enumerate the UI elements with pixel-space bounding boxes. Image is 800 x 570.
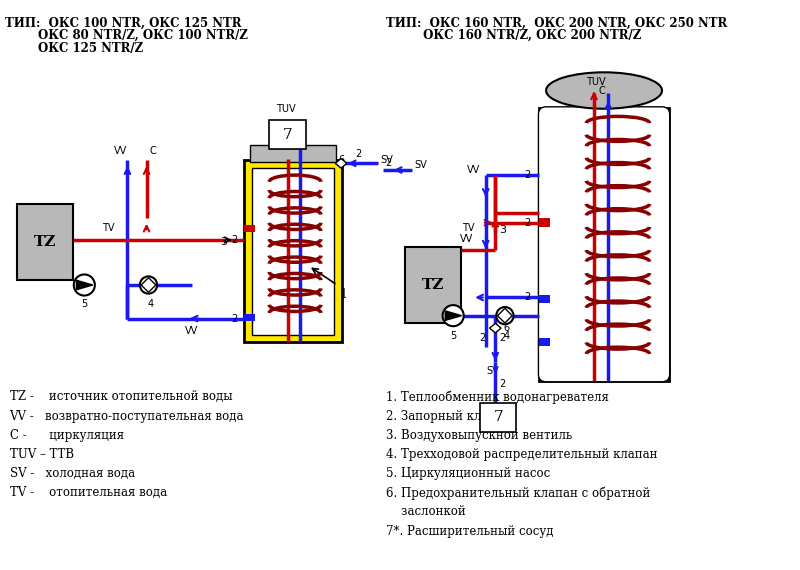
Text: 2: 2	[499, 333, 506, 343]
Text: 4. Трехходовой распределительный клапан: 4. Трехходовой распределительный клапан	[386, 448, 658, 461]
Text: ТИП:  ОКС 160 NTR,  ОКС 200 NTR, ОКС 250 NTR: ТИП: ОКС 160 NTR, ОКС 200 NTR, ОКС 250 N…	[386, 17, 727, 30]
Text: SV: SV	[380, 156, 393, 165]
Circle shape	[442, 305, 464, 326]
Text: 2: 2	[499, 378, 506, 389]
Text: TV: TV	[462, 222, 474, 233]
Bar	[539, 218, 550, 226]
Text: VV: VV	[466, 165, 480, 175]
Text: 2. Запорный клапан: 2. Запорный клапан	[386, 410, 511, 422]
Text: 7*. Расширительный сосуд: 7*. Расширительный сосуд	[386, 524, 554, 538]
Text: 1. Теплообменник водонагревателя: 1. Теплообменник водонагревателя	[386, 390, 609, 404]
Bar	[539, 337, 550, 347]
Text: 5: 5	[450, 331, 456, 341]
Text: 7: 7	[282, 128, 292, 141]
Text: 2: 2	[385, 158, 391, 168]
FancyBboxPatch shape	[270, 120, 306, 149]
Text: VV: VV	[460, 234, 473, 244]
Text: TZ: TZ	[34, 235, 56, 249]
Polygon shape	[490, 323, 501, 333]
Text: TZ -    источник отопительной воды: TZ - источник отопительной воды	[10, 390, 232, 404]
Text: 2: 2	[231, 314, 238, 324]
Text: TUV – ТТВ: TUV – ТТВ	[10, 448, 74, 461]
FancyBboxPatch shape	[480, 403, 516, 431]
Bar	[252, 168, 334, 335]
Text: ОКС 125 NTR/Z: ОКС 125 NTR/Z	[5, 42, 143, 55]
Text: 5. Циркуляционный насос: 5. Циркуляционный насос	[386, 467, 550, 480]
Text: VV: VV	[185, 326, 198, 336]
Text: 6: 6	[338, 154, 344, 165]
Text: 2: 2	[525, 170, 530, 180]
Text: TUV: TUV	[276, 104, 295, 115]
Text: SV: SV	[486, 367, 499, 376]
Circle shape	[74, 275, 95, 295]
Text: ТИП:  ОКС 100 NTR, ОКС 125 NTR: ТИП: ОКС 100 NTR, ОКС 125 NTR	[5, 17, 242, 30]
Text: заслонкой: заслонкой	[386, 506, 466, 518]
Bar	[539, 295, 550, 303]
Bar	[18, 203, 73, 280]
Text: 4: 4	[504, 331, 510, 341]
Text: 5: 5	[81, 299, 87, 310]
Bar	[244, 160, 342, 343]
Polygon shape	[335, 158, 347, 168]
Polygon shape	[498, 308, 512, 323]
Text: SV: SV	[414, 160, 426, 170]
Bar	[290, 123, 297, 147]
Bar	[406, 247, 461, 323]
Circle shape	[496, 307, 514, 324]
Text: 3: 3	[220, 237, 227, 247]
Polygon shape	[446, 311, 462, 320]
Bar	[244, 225, 255, 233]
Text: C -      циркуляция: C - циркуляция	[10, 429, 124, 442]
Ellipse shape	[546, 72, 662, 109]
Bar	[250, 145, 336, 162]
Text: TV: TV	[102, 222, 115, 233]
Text: ОКС 80 NTR/Z, ОКС 100 NTR/Z: ОКС 80 NTR/Z, ОКС 100 NTR/Z	[5, 29, 248, 42]
Text: ОКС 160 NTR/Z, ОКС 200 NTR/Z: ОКС 160 NTR/Z, ОКС 200 NTR/Z	[386, 29, 642, 42]
Text: SV -   холодная вода: SV - холодная вода	[10, 467, 134, 480]
Text: 3. Воздуховыпускной вентиль: 3. Воздуховыпускной вентиль	[386, 429, 572, 442]
Circle shape	[140, 276, 157, 294]
Text: 6: 6	[503, 323, 509, 333]
FancyBboxPatch shape	[538, 107, 670, 382]
Polygon shape	[141, 278, 156, 292]
Text: TV -    отопительная вода: TV - отопительная вода	[10, 486, 166, 499]
Text: 7: 7	[494, 410, 503, 424]
Text: 6. Предохранительный клапан с обратной: 6. Предохранительный клапан с обратной	[386, 486, 650, 500]
Text: 3: 3	[499, 225, 506, 235]
Bar	[539, 108, 669, 381]
Text: 2: 2	[525, 218, 530, 228]
Bar	[244, 314, 255, 321]
Text: VV -   возвратно-поступательная вода: VV - возвратно-поступательная вода	[10, 410, 244, 422]
Text: 4: 4	[147, 299, 154, 310]
Text: 2: 2	[525, 292, 530, 303]
Text: VV: VV	[114, 146, 127, 156]
Text: C: C	[598, 86, 606, 96]
Text: C: C	[150, 146, 157, 156]
Text: 2: 2	[478, 333, 485, 343]
Text: TUV: TUV	[586, 77, 606, 87]
Polygon shape	[77, 280, 93, 290]
Text: 1: 1	[339, 288, 347, 301]
Text: TZ: TZ	[422, 278, 444, 292]
Text: 2: 2	[231, 235, 238, 245]
Text: 2: 2	[355, 149, 362, 159]
